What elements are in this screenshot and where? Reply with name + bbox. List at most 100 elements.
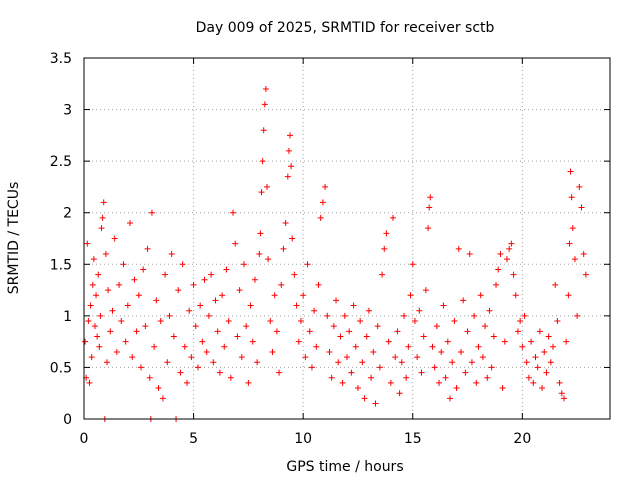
chart-title: Day 009 of 2025, SRMTID for receiver sct…	[196, 20, 495, 36]
data-point	[104, 359, 111, 366]
data-point	[306, 328, 313, 335]
y-tick-label: 3	[63, 103, 72, 119]
data-point	[116, 281, 123, 288]
data-point	[348, 369, 355, 376]
data-point	[574, 312, 581, 319]
data-point	[381, 245, 388, 252]
data-point	[199, 338, 206, 345]
data-point	[567, 168, 574, 175]
y-tick-label: 1.5	[50, 257, 72, 273]
data-point	[427, 194, 434, 201]
data-point	[105, 287, 112, 294]
data-point	[99, 214, 106, 221]
data-point	[311, 307, 318, 314]
data-point	[194, 364, 201, 371]
data-point	[497, 250, 504, 257]
data-point	[541, 348, 548, 355]
data-point	[517, 318, 524, 325]
data-point	[102, 250, 109, 257]
data-point	[569, 225, 576, 232]
data-point	[265, 256, 272, 263]
data-point	[539, 385, 546, 392]
data-point	[455, 245, 462, 252]
data-point	[120, 261, 127, 268]
data-point	[267, 318, 274, 325]
data-point	[484, 374, 491, 381]
data-point	[87, 302, 94, 309]
data-point	[285, 147, 292, 154]
data-point	[420, 333, 427, 340]
data-point	[186, 307, 193, 314]
data-point	[534, 364, 541, 371]
data-point	[457, 348, 464, 355]
data-point	[175, 287, 182, 294]
data-point	[155, 385, 162, 392]
data-point	[148, 209, 155, 216]
data-point	[210, 359, 217, 366]
data-point	[227, 374, 234, 381]
data-point	[251, 276, 258, 283]
data-point	[162, 271, 169, 278]
data-point	[425, 225, 432, 232]
data-point	[302, 354, 309, 361]
plot-frame	[83, 57, 611, 420]
data-point	[280, 245, 287, 252]
data-point	[357, 318, 364, 325]
data-point	[405, 343, 412, 350]
data-point	[293, 302, 300, 309]
data-point	[300, 292, 307, 299]
data-point	[436, 379, 443, 386]
data-point	[482, 323, 489, 330]
data-point	[89, 281, 96, 288]
data-point	[571, 256, 578, 263]
data-point	[236, 287, 243, 294]
y-tick-label: 1	[63, 309, 72, 325]
data-point	[262, 85, 269, 92]
data-point	[159, 395, 166, 402]
data-point	[113, 348, 120, 355]
data-point	[157, 318, 164, 325]
data-point	[501, 338, 508, 345]
data-point	[350, 302, 357, 309]
data-point	[259, 158, 266, 165]
data-point	[197, 302, 204, 309]
data-point	[543, 369, 550, 376]
y-axis-title: SRMTID / TECUs	[6, 182, 22, 295]
data-point	[257, 230, 264, 237]
data-point	[142, 323, 149, 330]
data-point	[499, 385, 506, 392]
data-point	[146, 374, 153, 381]
data-point	[118, 318, 125, 325]
data-point	[111, 235, 118, 242]
data-point	[219, 292, 226, 299]
data-point	[473, 379, 480, 386]
data-point	[249, 338, 256, 345]
data-point	[170, 333, 177, 340]
data-point	[203, 348, 210, 355]
data-point	[387, 379, 394, 386]
data-point	[135, 292, 142, 299]
data-point	[271, 292, 278, 299]
data-point	[317, 214, 324, 221]
data-point	[260, 127, 267, 134]
data-point	[284, 173, 291, 180]
data-point	[243, 323, 250, 330]
data-point	[403, 374, 410, 381]
data-point	[438, 348, 445, 355]
data-point	[319, 199, 326, 206]
x-tick-label: 15	[404, 431, 422, 447]
data-point	[431, 364, 438, 371]
data-point	[258, 189, 265, 196]
data-point	[475, 343, 482, 350]
data-point	[407, 292, 414, 299]
data-point	[109, 307, 116, 314]
y-tick-label: 0.5	[50, 360, 72, 376]
data-point	[91, 323, 98, 330]
data-point	[363, 333, 370, 340]
data-point	[565, 292, 572, 299]
grid-lines	[84, 58, 610, 419]
data-point	[396, 390, 403, 397]
data-point	[519, 343, 526, 350]
x-tick-label: 10	[294, 431, 312, 447]
